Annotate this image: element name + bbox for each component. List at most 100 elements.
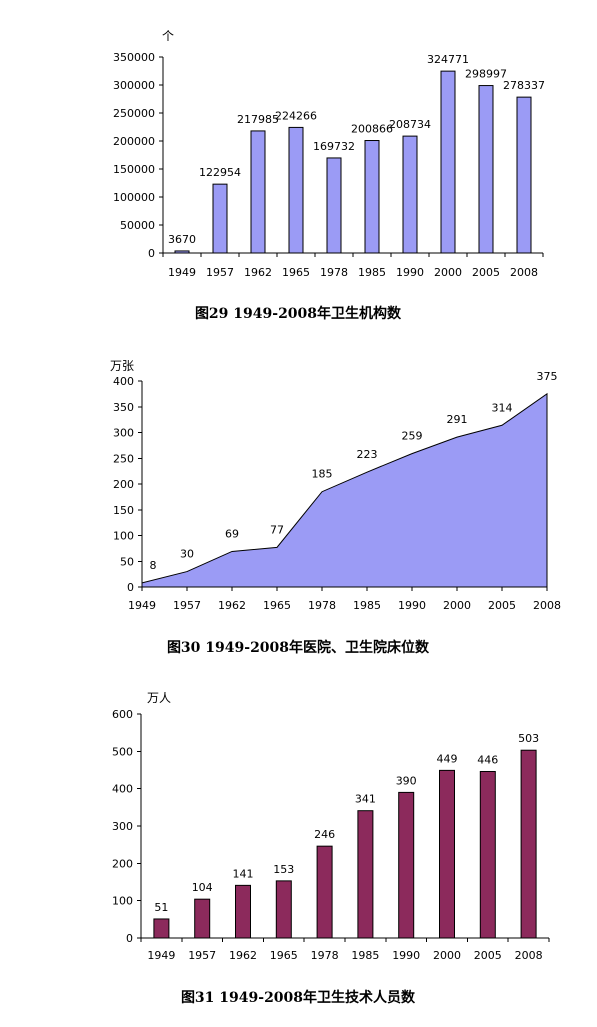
bar-1978: [316, 845, 333, 939]
data-label-1965: 77: [270, 523, 284, 536]
bar-2005: [479, 770, 496, 939]
data-label-1957: 122954: [199, 166, 241, 179]
x-tick-label: 1957: [173, 599, 201, 612]
y-axis-unit: 万人: [147, 691, 171, 705]
bar-2000: [440, 70, 456, 254]
y-tick-label: 300: [113, 427, 134, 440]
y-tick-label: 250: [113, 452, 134, 465]
x-tick-label: 1978: [320, 266, 348, 279]
data-label-1949: 8: [150, 559, 157, 572]
x-tick-label: 2000: [434, 266, 462, 279]
data-label-1962: 141: [233, 867, 254, 880]
x-tick-label: 1949: [128, 599, 156, 612]
x-tick-label: 1957: [206, 266, 234, 279]
y-tick-label: 150: [113, 504, 134, 517]
x-tick-label: 2008: [533, 599, 561, 612]
y-tick-label: 500: [112, 745, 133, 758]
x-tick-label: 1965: [263, 599, 291, 612]
data-label-2005: 298997: [465, 68, 507, 81]
x-tick-label: 1978: [311, 949, 339, 962]
bar-1965: [275, 880, 292, 939]
bar-2008: [520, 749, 537, 939]
x-tick-label: 1985: [358, 266, 386, 279]
data-label-1957: 30: [180, 548, 194, 561]
x-tick-label: 2005: [488, 599, 516, 612]
data-label-1949: 51: [154, 901, 168, 914]
y-tick-label: 200000: [113, 135, 155, 148]
bar-1985: [364, 140, 380, 254]
data-label-2005: 446: [477, 753, 498, 766]
data-label-1978: 185: [312, 468, 333, 481]
y-tick-label: 350000: [113, 51, 155, 64]
y-tick-label: 200: [113, 478, 134, 491]
data-label-1957: 104: [192, 881, 213, 894]
data-label-2008: 503: [518, 732, 539, 745]
data-label-1990: 259: [402, 430, 423, 443]
area-series: [141, 392, 548, 588]
bar-1957: [194, 898, 211, 939]
x-tick-label: 1962: [244, 266, 272, 279]
y-tick-label: 100: [112, 895, 133, 908]
data-label-1985: 341: [355, 793, 376, 806]
data-label-1978: 246: [314, 828, 335, 841]
data-label-1962: 217985: [237, 113, 279, 126]
y-tick-label: 0: [126, 932, 133, 945]
y-tick-label: 50: [120, 555, 134, 568]
x-tick-label: 1957: [188, 949, 216, 962]
bar-1985: [357, 810, 374, 939]
bar-1978: [326, 157, 342, 254]
y-tick-label: 100: [113, 530, 134, 543]
data-label-1962: 69: [225, 527, 239, 540]
y-tick-label: 400: [113, 375, 134, 388]
chart-caption: 图31 1949-2008年卫生技术人员数: [181, 989, 416, 1006]
bar-1962: [235, 884, 251, 939]
y-tick-label: 300000: [113, 79, 155, 92]
x-tick-label: 2000: [433, 949, 461, 962]
x-tick-label: 1949: [147, 949, 175, 962]
y-tick-label: 350: [113, 401, 134, 414]
x-tick-label: 1985: [353, 599, 381, 612]
y-tick-label: 0: [127, 581, 134, 594]
data-label-2008: 375: [537, 370, 558, 383]
bar-2008: [516, 96, 532, 254]
data-label-1990: 208734: [389, 118, 431, 131]
x-tick-label: 1965: [282, 266, 310, 279]
chart-3: 万人 51 104 141 153 246 341 390 449 446 503 0 100 200 30…: [112, 691, 550, 1006]
bar-1965: [288, 126, 304, 254]
y-tick-label: 100000: [113, 191, 155, 204]
y-tick-label: 50000: [120, 219, 155, 232]
y-tick-label: 0: [148, 247, 155, 260]
y-tick-label: 400: [112, 783, 133, 796]
x-tick-label: 1985: [351, 949, 379, 962]
data-label-1965: 153: [273, 863, 294, 876]
data-label-2000: 324771: [427, 53, 469, 66]
y-tick-label: 250000: [113, 107, 155, 120]
x-tick-label: 1990: [392, 949, 420, 962]
data-label-1949: 3670: [168, 233, 196, 246]
x-tick-label: 1949: [168, 266, 196, 279]
chart-caption: 图30 1949-2008年医院、卫生院床位数: [167, 639, 430, 656]
data-label-1985: 223: [357, 448, 378, 461]
x-tick-label: 1978: [308, 599, 336, 612]
x-tick-label: 2005: [472, 266, 500, 279]
y-axis-unit: 万张: [110, 359, 134, 373]
chart-2: 万张 8 30 69 77 185 223 259 291 314 375 0 50 100 150 200 2…: [110, 359, 561, 656]
x-tick-label: 2000: [443, 599, 471, 612]
y-tick-label: 600: [112, 708, 133, 721]
data-label-1985: 200866: [351, 123, 393, 136]
y-tick-label: 300: [112, 820, 133, 833]
y-tick-label: 200: [112, 857, 133, 870]
bar-2000: [439, 769, 455, 939]
x-tick-label: 2005: [474, 949, 502, 962]
bar-1990: [398, 791, 415, 939]
bar-2005: [478, 85, 494, 254]
data-label-2005: 314: [492, 401, 513, 414]
bar-1962: [250, 130, 266, 254]
y-tick-label: 150000: [113, 163, 155, 176]
x-tick-label: 1990: [396, 266, 424, 279]
bar-1990: [402, 135, 418, 254]
data-label-2000: 449: [437, 752, 458, 765]
bar-1957: [212, 183, 228, 254]
